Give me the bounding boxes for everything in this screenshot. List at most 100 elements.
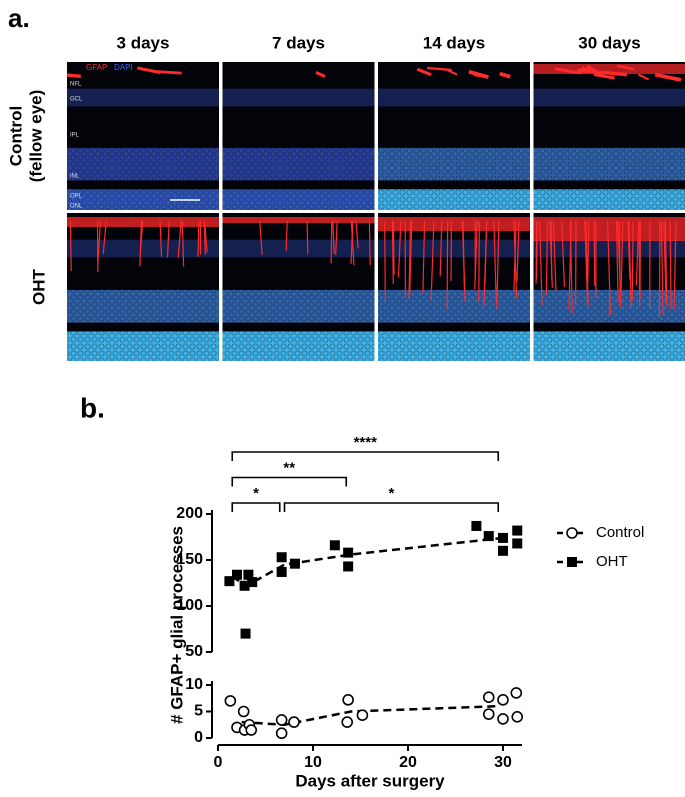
layer-label: IPL	[70, 133, 80, 139]
gfap-process	[516, 220, 520, 282]
x-tick-label: 10	[304, 754, 322, 771]
point	[498, 545, 508, 556]
chart: 0 10 20 30 0 5 10 50 100 150 200 Days after surgery…	[167, 434, 644, 791]
gfap-process	[350, 220, 354, 264]
gfap-band	[533, 217, 685, 241]
gfap-process	[628, 220, 632, 307]
gfap-process	[97, 220, 102, 264]
x-axis-label: Days after surgery	[295, 771, 445, 790]
gfap-process	[439, 220, 443, 277]
gfap-process	[627, 220, 631, 280]
point	[510, 687, 523, 699]
gfap-process	[409, 220, 413, 296]
y-tick-label: 100	[176, 597, 203, 614]
gcl-band	[533, 88, 685, 107]
point	[471, 520, 482, 531]
gfap-streak	[654, 72, 682, 82]
point	[239, 580, 250, 591]
gfap-process	[177, 220, 182, 258]
gfap-process	[332, 220, 335, 254]
micrograph	[378, 213, 530, 361]
significance-bracket	[231, 502, 281, 512]
legend-label: OHT	[596, 553, 628, 570]
layer-label: NFL	[70, 82, 82, 88]
gfap-process	[204, 220, 208, 253]
nuclei-texture	[67, 138, 219, 210]
micrograph	[66, 62, 219, 210]
significance-label: **	[283, 459, 295, 476]
gfap-process	[663, 220, 667, 301]
gfap-process	[593, 220, 596, 286]
gfap-process	[673, 220, 677, 310]
gfap-process	[368, 220, 371, 266]
point	[342, 694, 354, 706]
significance-label: *	[388, 485, 394, 502]
nuclei-texture	[533, 138, 685, 210]
y-tick-label: 150	[176, 551, 203, 568]
gfap-process	[166, 220, 170, 258]
point	[512, 525, 523, 536]
gfap-process	[181, 220, 185, 267]
micrograph	[222, 213, 375, 361]
point	[240, 628, 251, 639]
legend-label: Control	[596, 524, 644, 541]
gcl-band	[378, 239, 530, 258]
micrograph	[533, 62, 685, 210]
row-label: OHT	[29, 268, 48, 305]
gfap-process	[584, 220, 589, 307]
gfap-process	[496, 220, 500, 309]
gfap-streak	[473, 72, 484, 78]
panel-label: a.	[8, 3, 30, 33]
gfap-process	[660, 220, 664, 316]
gfap-process	[69, 220, 72, 272]
point	[245, 724, 258, 736]
gcl-band	[378, 88, 530, 107]
gfap-process	[408, 220, 412, 299]
point	[482, 708, 495, 720]
gfap-process	[350, 220, 355, 266]
gfap-process	[635, 220, 640, 286]
layer-label: OPL	[70, 194, 83, 200]
gfap-process	[474, 220, 478, 290]
panel-label: b.	[80, 392, 105, 423]
gfap-process	[306, 220, 309, 254]
x-tick-label: 20	[399, 754, 417, 771]
point	[232, 569, 242, 580]
gfap-streak	[593, 72, 615, 80]
gfap-process	[535, 220, 538, 284]
point	[356, 709, 369, 722]
micrograph	[533, 213, 685, 361]
column-title: 30 days	[578, 33, 640, 52]
gfap-process	[483, 220, 488, 307]
gfap-band	[378, 217, 530, 231]
gfap-band	[533, 64, 685, 74]
gfap-process	[391, 220, 394, 284]
point	[498, 532, 508, 543]
gcl-band	[67, 88, 219, 107]
gfap-process	[102, 220, 107, 254]
gfap-process	[159, 220, 163, 257]
point	[276, 566, 287, 577]
gfap-process	[585, 220, 589, 306]
legend-marker	[567, 557, 577, 567]
gfap-process	[330, 220, 333, 264]
layer-label: ONL	[70, 204, 83, 210]
x-tick-label: 0	[214, 754, 223, 771]
gfap-process	[620, 220, 624, 308]
gfap-process	[355, 220, 359, 249]
point	[482, 691, 495, 703]
point	[288, 716, 300, 728]
significance-label: *	[253, 485, 259, 502]
point	[275, 714, 288, 726]
y-axis-label: # GFAP+ glial processes	[167, 526, 186, 724]
gfap-process	[203, 220, 206, 255]
gfap-process	[384, 220, 386, 302]
gfap-process	[430, 220, 435, 301]
micrograph	[67, 213, 219, 361]
gfap-streak	[66, 73, 81, 79]
point	[237, 705, 250, 718]
x-tick-label: 30	[494, 754, 512, 771]
point	[512, 538, 523, 549]
gfap-process	[669, 220, 672, 310]
column-title: 14 days	[423, 33, 485, 52]
